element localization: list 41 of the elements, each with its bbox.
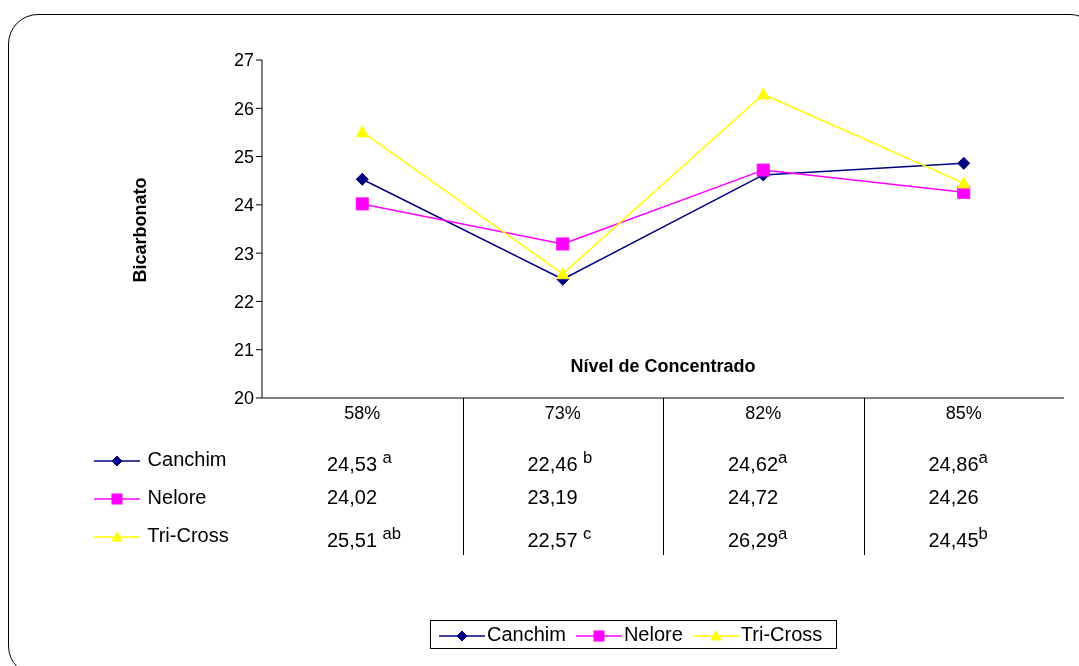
point xyxy=(355,125,369,138)
data-label: 24,26 xyxy=(928,486,979,509)
text: Canchim xyxy=(487,623,566,645)
x-tick-label: 85% xyxy=(945,402,982,423)
text: Nelore xyxy=(623,623,683,645)
data-label: 22,57 $^{c}$ xyxy=(527,524,592,552)
y-axis-title: Bicarbonato xyxy=(129,177,151,283)
point xyxy=(355,197,369,211)
legend-label: Canchim xyxy=(147,448,227,470)
y-tick-label: 20 xyxy=(233,388,254,409)
data-label: 26,29$^{a}$ xyxy=(728,524,788,552)
data-label: 24,02 xyxy=(327,486,378,509)
legend-label: Tri-Cross xyxy=(147,524,229,546)
data-label: 22,46 $^{b}$ xyxy=(527,448,593,476)
x-axis-title: Nível de Concentrado xyxy=(569,356,757,377)
y-tick-label: 24 xyxy=(233,195,254,216)
data-label: 24,53 $^{a}$ xyxy=(327,448,392,476)
y-tick-label: 23 xyxy=(233,243,254,264)
point xyxy=(556,267,570,280)
x-tick-label: 82% xyxy=(745,402,782,423)
data-label: 24,45$^{b}$ xyxy=(928,524,988,552)
data-label: 25,51 $^{ab}$ xyxy=(327,524,402,552)
legend-label: Nelore xyxy=(147,486,207,508)
x-tick-label: 73% xyxy=(544,402,581,423)
y-tick-label: 27 xyxy=(233,50,254,71)
x-tick-label: 58% xyxy=(344,402,381,423)
point xyxy=(756,163,770,177)
y-tick-label: 21 xyxy=(233,340,254,361)
point xyxy=(355,172,369,186)
point xyxy=(756,87,770,100)
data-label: 24,72 xyxy=(728,486,779,509)
data-label: 24,62$^{a}$ xyxy=(728,448,788,476)
y-tick-label: 26 xyxy=(233,98,254,119)
y-tick-label: 22 xyxy=(233,291,254,312)
point xyxy=(957,176,971,189)
point xyxy=(957,156,971,170)
text: Tri-Cross xyxy=(740,623,823,645)
data-label: 24,86$^{a}$ xyxy=(928,448,988,476)
y-tick-label: 25 xyxy=(233,146,254,167)
point xyxy=(556,237,570,251)
data-label: 23,19 xyxy=(527,486,578,509)
